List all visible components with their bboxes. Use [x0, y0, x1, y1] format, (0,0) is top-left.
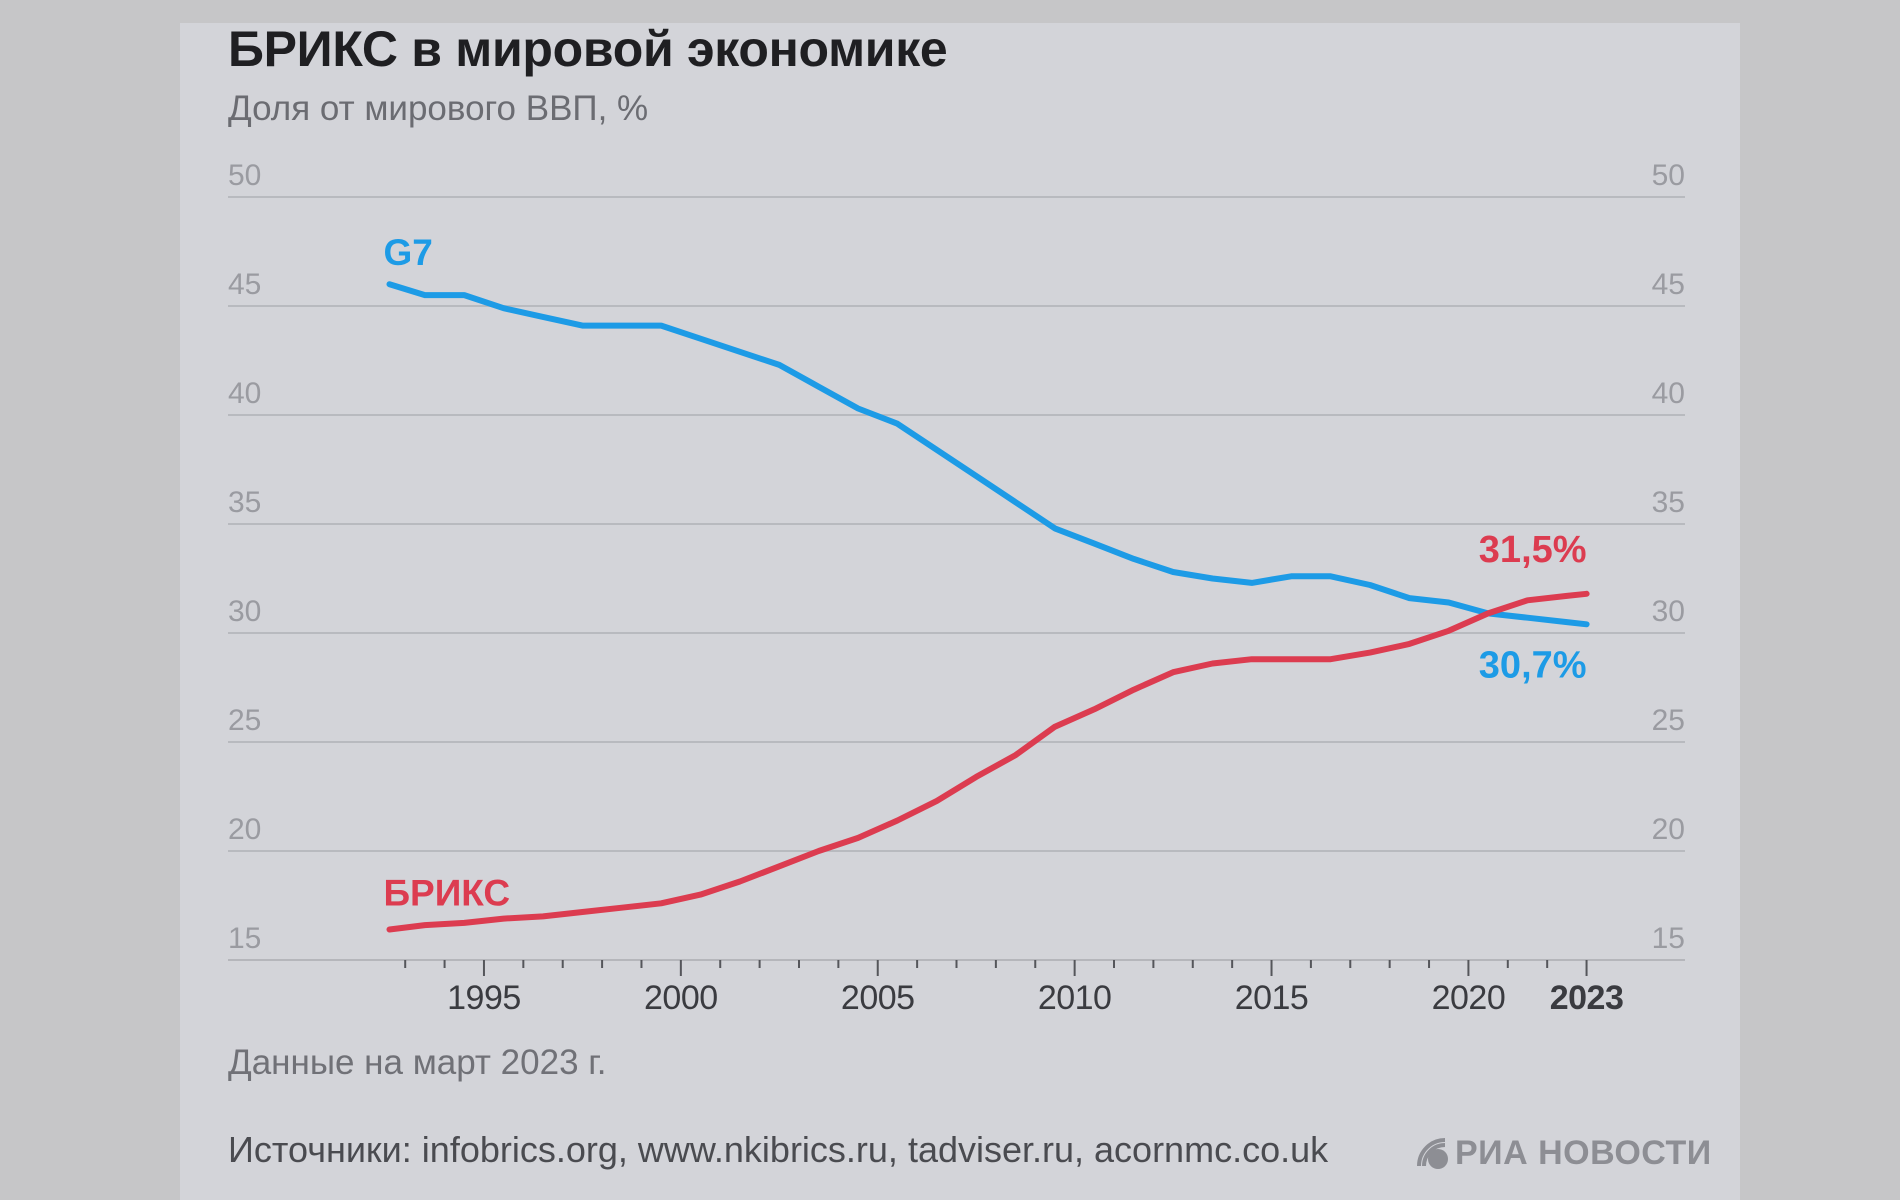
- y-tick-label-right-30: 30: [1652, 595, 1685, 628]
- ria-logo-icon: [1417, 1138, 1448, 1169]
- y-tick-label-left-40: 40: [228, 377, 261, 410]
- data-date-note: Данные на март 2023 г.: [228, 1043, 607, 1082]
- y-tick-label-left-45: 45: [228, 268, 261, 301]
- y-tick-label-left-15: 15: [228, 922, 261, 955]
- series-line-brics: [386, 590, 1590, 933]
- y-tick-label-left-30: 30: [228, 595, 261, 628]
- chart-title: БРИКС в мировой экономике: [228, 21, 948, 77]
- chart-subtitle: Доля от мирового ВВП, %: [228, 89, 649, 128]
- x-tick-label-2005: 2005: [841, 979, 915, 1017]
- series-line-g7: [386, 281, 1590, 628]
- sources-note: Источники: infobrics.org, www.nkibrics.r…: [228, 1129, 1329, 1170]
- y-tick-label-right-45: 45: [1652, 268, 1685, 301]
- x-tick-label-2015: 2015: [1235, 979, 1309, 1017]
- series-label-brics: БРИКС: [383, 872, 510, 913]
- logo-text: РИА НОВОСТИ: [1455, 1133, 1712, 1172]
- y-tick-label-right-25: 25: [1652, 704, 1685, 737]
- y-tick-label-left-25: 25: [228, 704, 261, 737]
- x-tick-label-2000: 2000: [644, 979, 718, 1017]
- y-tick-label-right-35: 35: [1652, 486, 1685, 519]
- y-tick-label-right-50: 50: [1652, 159, 1685, 192]
- x-tick-label-2010: 2010: [1038, 979, 1112, 1017]
- y-tick-label-left-50: 50: [228, 159, 261, 192]
- x-tick-label-2020: 2020: [1432, 979, 1506, 1017]
- y-tick-label-left-20: 20: [228, 813, 261, 846]
- x-tick-label-1995: 1995: [447, 979, 521, 1017]
- y-tick-label-right-40: 40: [1652, 377, 1685, 410]
- y-tick-label-right-15: 15: [1652, 922, 1685, 955]
- y-tick-label-left-35: 35: [228, 486, 261, 519]
- end-value-label-brics: 31,5%: [1479, 529, 1587, 571]
- x-tick-label-2023: 2023: [1550, 979, 1624, 1017]
- y-tick-label-right-20: 20: [1652, 813, 1685, 846]
- end-value-label-g7: 30,7%: [1479, 644, 1587, 686]
- series-label-g7: G7: [383, 232, 432, 273]
- ria-novosti-logo: РИА НОВОСТИ: [1415, 1133, 1712, 1173]
